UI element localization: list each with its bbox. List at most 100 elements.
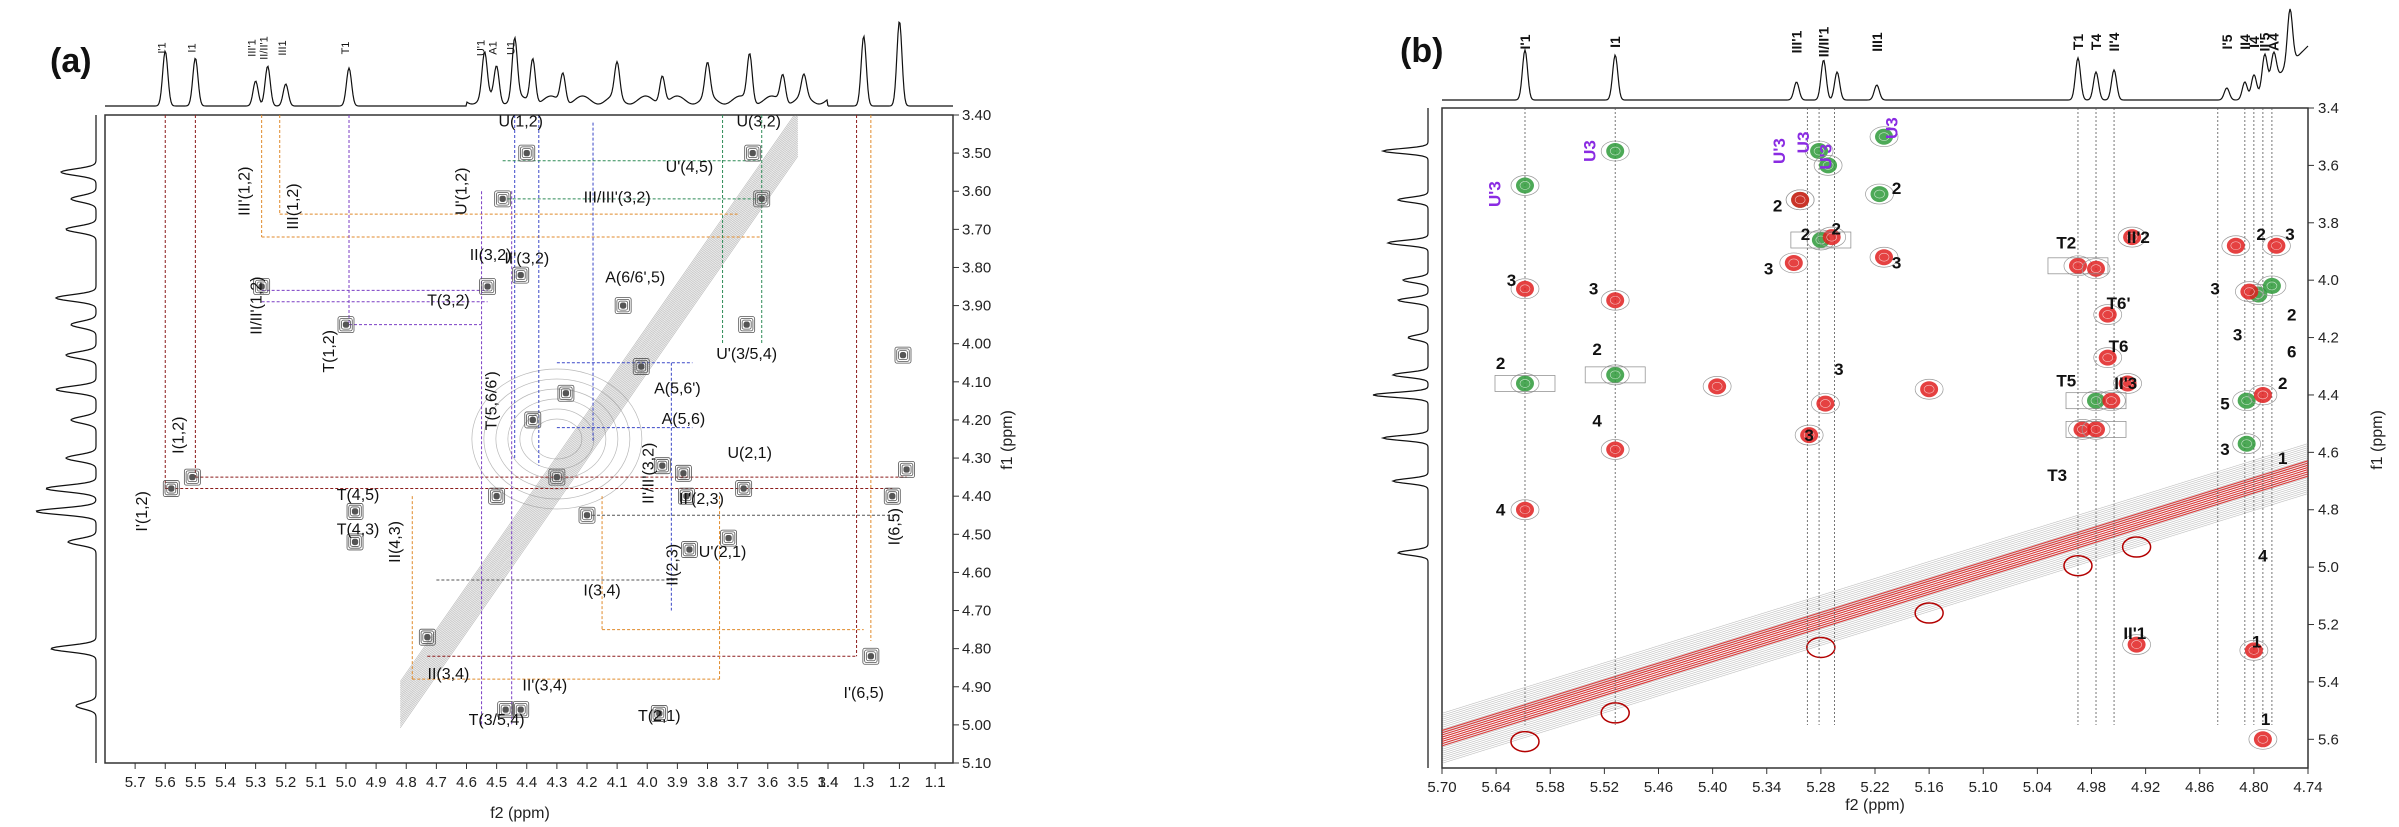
crosspeak-core — [2241, 439, 2252, 449]
x-tick-label: 4.5 — [486, 774, 507, 791]
crosspeak-red — [1606, 441, 1625, 458]
diagonal-contour — [399, 115, 797, 684]
x-tick-label: 5.2 — [275, 774, 296, 791]
peak-annotation: I'(1,2) — [134, 491, 151, 531]
crosspeak-green — [1606, 143, 1625, 160]
crosspeak-red — [1708, 378, 1727, 395]
crosspeak-contour — [746, 146, 760, 160]
peak-annotation: U'(4,5) — [666, 159, 714, 176]
diagonal-contour — [1442, 477, 2308, 748]
crosspeak-band — [1790, 231, 1852, 249]
crosspeak-contour — [339, 317, 353, 332]
crosspeak-green — [2262, 277, 2281, 294]
x-tick-label: 1.3 — [853, 774, 874, 791]
crosspeak-contour — [738, 483, 749, 494]
crosspeak-contour — [499, 195, 506, 203]
purple-peak-annotation: U3 — [1883, 117, 1902, 139]
crosspeak-contour — [253, 278, 271, 295]
crosspeak-red — [1816, 395, 1835, 412]
crosspeak-contour — [899, 462, 914, 477]
crosspeak-contour — [418, 628, 436, 646]
top-peak-label: II/II'1 — [1816, 27, 1832, 58]
crosspeak-contour — [901, 464, 912, 475]
peak-annotation: II/II'(1,2) — [249, 276, 266, 334]
panel-b-ylabel: f1 (ppm) — [2369, 410, 2386, 470]
top-1d-trace — [105, 35, 829, 107]
x-tick-label: 4.3 — [546, 774, 567, 791]
y-tick-label: 4.60 — [962, 564, 991, 581]
crosspeak-core — [1822, 161, 1834, 170]
crosspeak-red — [2253, 731, 2272, 748]
peak-annotation: U'(1,2) — [454, 167, 471, 215]
crosspeak-contour — [512, 266, 530, 284]
crosspeak-contour — [480, 279, 495, 294]
peak-annotation: 2 — [1592, 340, 1601, 359]
crosspeak-halo — [1785, 189, 1815, 211]
diagonal-contour — [399, 131, 799, 704]
x-tick-label: 5.34 — [1752, 779, 1781, 796]
top-peak-label: III'1 — [1789, 30, 1805, 53]
y-tick-label: 4.50 — [962, 526, 991, 543]
crosspeak-halo — [1869, 126, 1899, 148]
crosspeak-contour — [187, 472, 198, 483]
top-peak-label: III1 — [1869, 32, 1885, 52]
crosspeak-red — [2068, 257, 2087, 274]
crosspeak-green — [1810, 143, 1829, 160]
crosspeak-halo — [2117, 226, 2147, 248]
panel-b-spectrum: I'1 I1 III'1 II/II'1 III1 T1 T4 II'4 I'5 II4I4II'… — [1372, 8, 2386, 814]
crosspeak-core — [2102, 353, 2114, 362]
crosspeak-contour — [562, 390, 570, 397]
crosspeak-contour — [680, 470, 687, 477]
crosspeak-red — [1920, 381, 1939, 398]
diagonal-contour — [399, 136, 799, 709]
crosspeak-green — [1515, 177, 1534, 194]
crosspeak-contour — [753, 190, 771, 208]
crosspeak-core — [2131, 640, 2142, 649]
crosspeak-core — [1813, 146, 1825, 156]
crosspeak-contour — [520, 146, 534, 160]
crosspeak-halo — [1811, 393, 1840, 414]
crosspeak-core — [1923, 384, 1935, 394]
y-tick-label: 4.00 — [962, 336, 991, 353]
crosspeak-band — [2065, 392, 2127, 410]
crosspeak-halo — [1869, 246, 1899, 268]
peak-annotation: T5 — [2056, 371, 2076, 390]
crosspeak-contour — [185, 470, 200, 484]
x-tick-label: 5.6 — [155, 774, 176, 791]
diagonal-peak — [2063, 554, 2093, 577]
crosspeak-halo — [1510, 499, 1540, 521]
crosspeak-contour — [523, 149, 530, 157]
diagonal-contour — [1442, 485, 2308, 756]
purple-peak-annotation: U3 — [1580, 140, 1599, 162]
crosspeak-contour — [744, 144, 762, 162]
peak-annotation: U(2,1) — [727, 445, 771, 462]
top-peak-label: A4 — [2266, 33, 2282, 51]
peak-annotation: U(1,2) — [498, 113, 542, 130]
crosspeak-contour — [482, 281, 493, 292]
crosspeak-contour — [484, 283, 491, 290]
crosspeak-band — [1494, 375, 1556, 392]
crosspeak-contour — [164, 481, 178, 496]
x-tick-label: 5.22 — [1860, 779, 1889, 796]
crosspeak-band — [1584, 366, 1646, 384]
peak-annotation: 2 — [2256, 225, 2265, 244]
diagonal-contour — [399, 147, 799, 720]
top-peak-label: I'1 — [156, 42, 168, 53]
crosspeak-contour — [898, 461, 915, 478]
crosspeak-contour — [903, 466, 910, 473]
crosspeak-contour — [679, 489, 694, 503]
y-tick-label: 5.0 — [2318, 559, 2339, 576]
crosspeak-contour — [527, 415, 538, 425]
diagonal-contour — [1442, 481, 2308, 752]
crosspeak-halo — [1865, 183, 1894, 205]
diagonal-contour — [399, 120, 799, 693]
x-tick-label: 3.4 — [818, 774, 839, 791]
crosspeak-red — [1784, 254, 1803, 271]
y-tick-label: 5.2 — [2318, 617, 2339, 634]
crosspeak-halo — [1813, 155, 1843, 176]
panel-b-letter: (b) — [1400, 32, 1443, 70]
peak-annotation: 2 — [1773, 196, 1782, 215]
crosspeak-contour — [720, 529, 737, 547]
top-peak-label: III'1 — [247, 39, 259, 56]
crosspeak-contour — [254, 279, 269, 294]
